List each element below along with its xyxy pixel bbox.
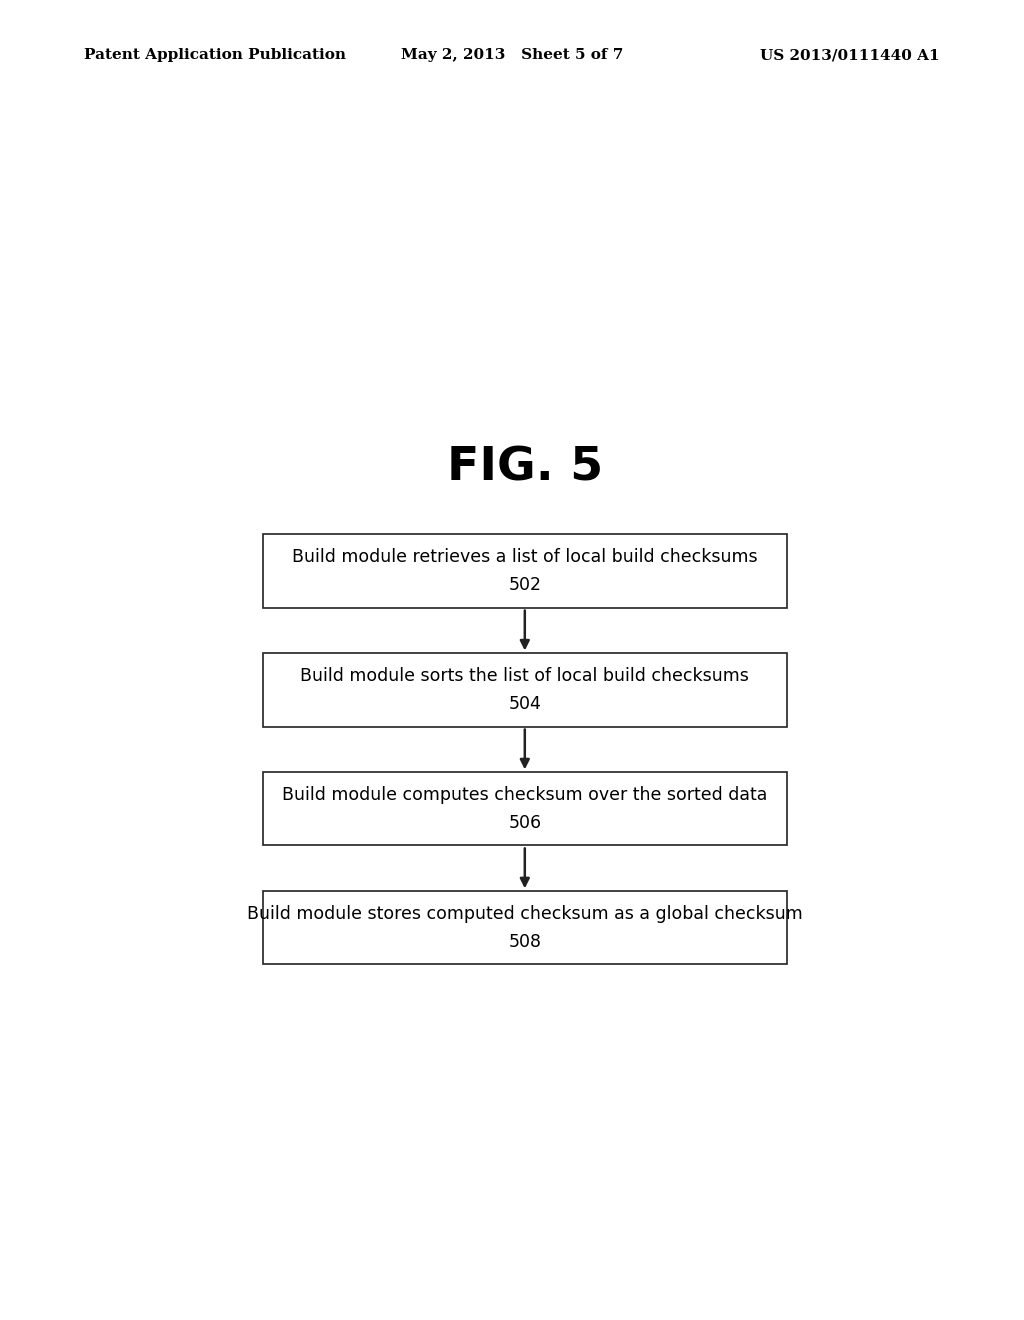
Bar bbox=[263, 535, 786, 607]
Text: Patent Application Publication: Patent Application Publication bbox=[84, 49, 346, 62]
Text: US 2013/0111440 A1: US 2013/0111440 A1 bbox=[761, 49, 940, 62]
Text: Build module stores computed checksum as a global checksum
508: Build module stores computed checksum as… bbox=[247, 906, 803, 950]
Text: May 2, 2013   Sheet 5 of 7: May 2, 2013 Sheet 5 of 7 bbox=[400, 49, 624, 62]
Bar bbox=[263, 653, 786, 726]
Text: Build module computes checksum over the sorted data
506: Build module computes checksum over the … bbox=[283, 785, 767, 832]
Text: FIG. 5: FIG. 5 bbox=[446, 446, 603, 491]
Bar bbox=[263, 772, 786, 846]
Text: Build module retrieves a list of local build checksums
502: Build module retrieves a list of local b… bbox=[292, 548, 758, 594]
Bar bbox=[263, 891, 786, 965]
Text: Build module sorts the list of local build checksums
504: Build module sorts the list of local bui… bbox=[300, 667, 750, 713]
